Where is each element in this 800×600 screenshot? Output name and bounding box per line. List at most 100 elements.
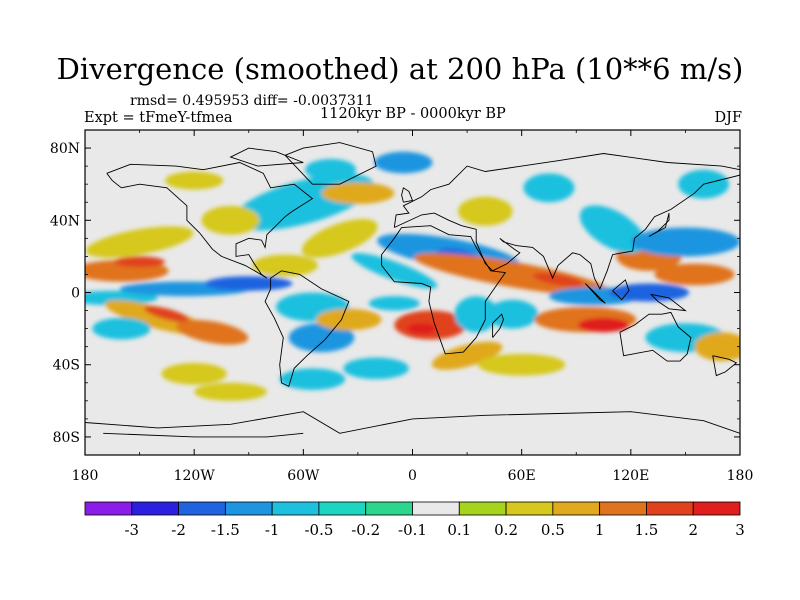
colorbar-label: -0.1 xyxy=(398,521,427,539)
field-patch xyxy=(114,256,166,268)
colorbar-label: -0.5 xyxy=(304,521,333,539)
season-label: DJF xyxy=(714,110,743,126)
field-patch xyxy=(374,151,433,174)
lon-tick-label: 0 xyxy=(408,468,417,484)
colorbar-label: -3 xyxy=(124,521,139,539)
lon-tick-label: 120E xyxy=(612,468,649,484)
lon-tick-label: 120W xyxy=(174,468,216,484)
field-patch xyxy=(194,382,267,401)
divergence-field xyxy=(85,151,740,401)
coastline xyxy=(612,279,630,301)
field-patch xyxy=(454,296,499,333)
colorbar-label: 0.5 xyxy=(541,521,565,539)
stats-text: rmsd= 0.495953 diff= -0.0037311 xyxy=(130,93,374,109)
coastline xyxy=(264,270,350,388)
colorbar-label: 0.2 xyxy=(494,521,518,539)
map-axes: 80N 40N 0 40S 80S 180 120W 60W 0 60E 120E 180 xyxy=(50,129,754,484)
field-patch xyxy=(478,353,566,376)
coastlines xyxy=(85,142,740,438)
colorbar-label: -2 xyxy=(171,521,186,539)
coastline xyxy=(619,311,692,362)
lat-tick-label: 40N xyxy=(50,213,80,229)
colorbar-swatch xyxy=(646,501,694,516)
period-label: 1120kyr BP - 0000kyr BP xyxy=(320,106,506,122)
colorbar-swatch xyxy=(84,501,133,516)
colorbar-swatch xyxy=(131,501,179,516)
coastline xyxy=(648,212,670,237)
field-patch xyxy=(368,296,420,311)
colorbar-label: 0.1 xyxy=(447,521,471,539)
field-patch xyxy=(578,317,630,333)
field-patch xyxy=(351,253,438,289)
field-patch xyxy=(609,283,690,302)
colorbar-swatch xyxy=(599,501,647,516)
colorbar-swatch xyxy=(365,501,413,516)
field-patch xyxy=(316,308,382,331)
coastline xyxy=(381,225,507,355)
coastline xyxy=(103,432,304,438)
field-patch xyxy=(305,158,357,181)
chart-title: Divergence (smoothed) at 200 hPa (10**6 … xyxy=(56,52,744,86)
map-plot-area xyxy=(85,130,740,455)
field-patch xyxy=(694,332,740,362)
colorbar: -3 -2 -1.5 -1 -0.5 -0.2 -0.1 0.1 0.2 0.5 1 1.5 2 3 xyxy=(84,501,745,539)
field-patch xyxy=(301,219,378,258)
field-patch xyxy=(161,362,227,385)
colorbar-swatch xyxy=(271,501,320,516)
field-patch xyxy=(457,196,513,226)
lon-tick-label: 60E xyxy=(508,468,536,484)
field-patch xyxy=(143,306,190,323)
lat-tick-label: 0 xyxy=(71,286,80,302)
field-patch xyxy=(431,341,503,370)
colorbar-label: 1 xyxy=(595,521,605,539)
lon-tick-label: 60W xyxy=(287,468,320,484)
coastline xyxy=(650,293,687,312)
field-patch xyxy=(288,323,355,353)
field-patch xyxy=(343,357,409,380)
colorbar-label: -1.5 xyxy=(211,521,240,539)
colorbar-label: 1.5 xyxy=(634,521,658,539)
coastline xyxy=(712,355,738,377)
coastline xyxy=(229,147,304,167)
colorbar-label: 3 xyxy=(735,521,745,539)
colorbar-swatch xyxy=(458,501,507,516)
experiment-label: Expt = tFmeY-tfmea xyxy=(84,110,233,126)
coastline xyxy=(584,283,606,304)
field-patch xyxy=(279,368,346,390)
colorbar-swatch xyxy=(505,501,554,516)
field-patch xyxy=(92,317,151,340)
coastline xyxy=(284,142,377,185)
coastline xyxy=(393,153,740,290)
colorbar-swatch xyxy=(552,501,601,516)
lat-tick-label: 80N xyxy=(50,141,80,157)
colorbar-swatch xyxy=(412,501,460,516)
lat-tick-label: 80S xyxy=(53,430,80,446)
lon-tick-label: 180 xyxy=(727,468,754,484)
coastline xyxy=(492,313,504,338)
field-patch xyxy=(321,182,395,205)
colorbar-label: 2 xyxy=(688,521,698,539)
field-patch xyxy=(407,323,437,335)
field-patch xyxy=(579,205,646,254)
colorbar-swatch xyxy=(224,501,273,516)
field-patch xyxy=(630,227,740,257)
field-patch xyxy=(176,319,249,345)
field-patch xyxy=(654,263,735,286)
field-patch xyxy=(201,205,260,235)
coastline xyxy=(401,187,414,203)
coastline xyxy=(85,411,740,434)
colorbar-label: -1 xyxy=(265,521,280,539)
colorbar-label: -0.2 xyxy=(351,521,380,539)
colorbar-swatch xyxy=(178,501,226,516)
field-patch xyxy=(165,171,224,190)
field-patch xyxy=(205,276,293,291)
field-patch xyxy=(85,290,158,306)
colorbar-swatch xyxy=(318,501,367,516)
lon-tick-label: 180 xyxy=(72,468,99,484)
field-patch xyxy=(252,254,318,277)
coastline xyxy=(106,162,314,279)
field-patch xyxy=(85,226,194,258)
field-patch xyxy=(523,173,575,203)
field-patch xyxy=(532,272,584,287)
